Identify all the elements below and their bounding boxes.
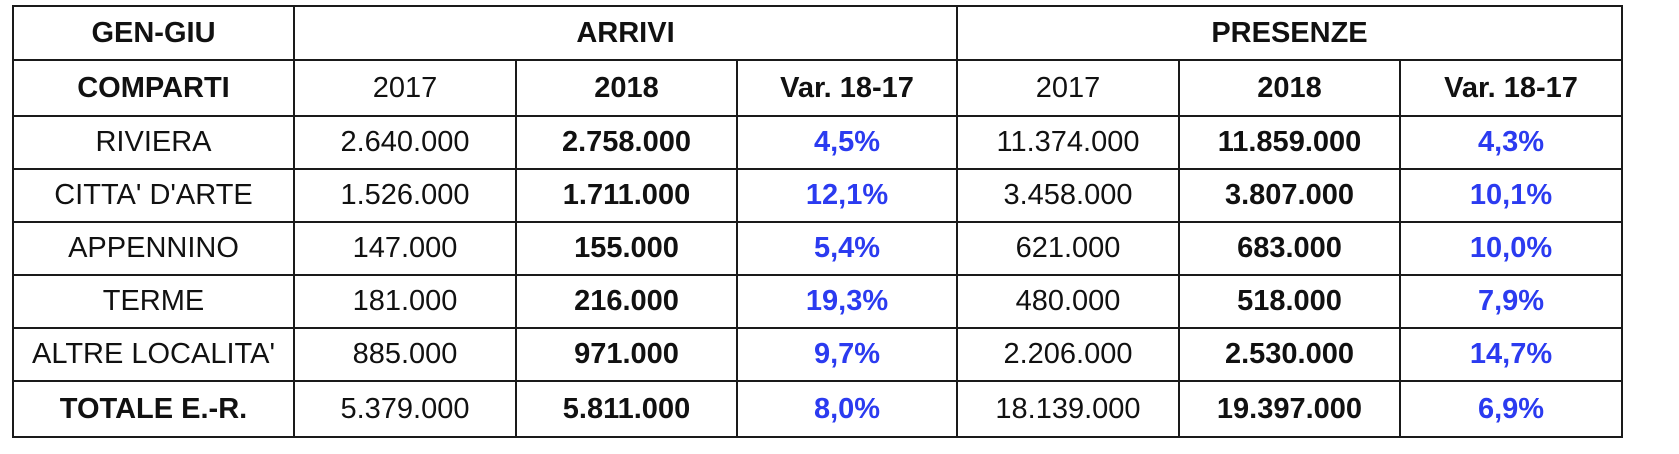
presenze-2017-cell: 18.139.000 (956, 380, 1180, 438)
presenze-2017-header: 2017 (956, 59, 1180, 117)
arrivi-2018-cell: 2.758.000 (515, 115, 738, 170)
table-row: RIVIERA 2.640.000 2.758.000 4,5% 11.374.… (12, 115, 1623, 170)
total-label: TOTALE E.-R. (12, 380, 295, 438)
comparto-label: CITTA' D'ARTE (12, 168, 295, 223)
arrivi-2017-cell: 147.000 (293, 221, 517, 276)
table-title: GEN-GIU (12, 5, 295, 61)
presenze-variation-cell: 4,3% (1399, 115, 1623, 170)
comparto-label: APPENNINO (12, 221, 295, 276)
arrivi-2018-cell: 971.000 (515, 327, 738, 382)
presenze-2017-cell: 2.206.000 (956, 327, 1180, 382)
arrivi-2017-cell: 1.526.000 (293, 168, 517, 223)
presenze-2018-header: 2018 (1178, 59, 1401, 117)
table-row: TERME 181.000 216.000 19,3% 480.000 518.… (12, 274, 1623, 329)
presenze-2018-cell: 11.859.000 (1178, 115, 1401, 170)
arrivi-variation-cell: 8,0% (736, 380, 958, 438)
presenze-2017-cell: 621.000 (956, 221, 1180, 276)
arrivi-2017-cell: 885.000 (293, 327, 517, 382)
comparto-label: TERME (12, 274, 295, 329)
presenze-2017-cell: 480.000 (956, 274, 1180, 329)
presenze-2018-cell: 518.000 (1178, 274, 1401, 329)
arrivi-2018-cell: 5.811.000 (515, 380, 738, 438)
presenze-2018-cell: 19.397.000 (1178, 380, 1401, 438)
arrivi-variation-cell: 4,5% (736, 115, 958, 170)
arrivi-variation-cell: 5,4% (736, 221, 958, 276)
presenze-variation-cell: 6,9% (1399, 380, 1623, 438)
presenze-variation-cell: 7,9% (1399, 274, 1623, 329)
arrivi-2017-header: 2017 (293, 59, 517, 117)
arrivi-variation-cell: 19,3% (736, 274, 958, 329)
arrivi-2018-header: 2018 (515, 59, 738, 117)
arrivi-2018-cell: 1.711.000 (515, 168, 738, 223)
presenze-variation-cell: 10,0% (1399, 221, 1623, 276)
total-row: TOTALE E.-R. 5.379.000 5.811.000 8,0% 18… (12, 380, 1623, 438)
comparto-label: RIVIERA (12, 115, 295, 170)
group-arrivi-header: ARRIVI (293, 5, 958, 61)
presenze-2018-cell: 2.530.000 (1178, 327, 1401, 382)
arrivi-2018-cell: 155.000 (515, 221, 738, 276)
group-header-row: GEN-GIU ARRIVI PRESENZE (12, 5, 1623, 61)
table-row: ALTRE LOCALITA' 885.000 971.000 9,7% 2.2… (12, 327, 1623, 382)
arrivi-variation-header: Var. 18-17 (736, 59, 958, 117)
arrivi-2017-cell: 5.379.000 (293, 380, 517, 438)
comparto-label: ALTRE LOCALITA' (12, 327, 295, 382)
arrivi-variation-cell: 9,7% (736, 327, 958, 382)
table-row: CITTA' D'ARTE 1.526.000 1.711.000 12,1% … (12, 168, 1623, 223)
group-presenze-header: PRESENZE (956, 5, 1623, 61)
presenze-2018-cell: 3.807.000 (1178, 168, 1401, 223)
presenze-2017-cell: 3.458.000 (956, 168, 1180, 223)
presenze-variation-cell: 10,1% (1399, 168, 1623, 223)
comparti-header: COMPARTI (12, 59, 295, 117)
column-header-row: COMPARTI 2017 2018 Var. 18-17 2017 2018 … (12, 59, 1623, 117)
arrivi-2018-cell: 216.000 (515, 274, 738, 329)
presenze-variation-header: Var. 18-17 (1399, 59, 1623, 117)
table-row: APPENNINO 147.000 155.000 5,4% 621.000 6… (12, 221, 1623, 276)
presenze-2017-cell: 11.374.000 (956, 115, 1180, 170)
tourism-stats-table: GEN-GIU ARRIVI PRESENZE COMPARTI 2017 20… (12, 5, 1623, 438)
arrivi-2017-cell: 2.640.000 (293, 115, 517, 170)
presenze-variation-cell: 14,7% (1399, 327, 1623, 382)
presenze-2018-cell: 683.000 (1178, 221, 1401, 276)
arrivi-variation-cell: 12,1% (736, 168, 958, 223)
arrivi-2017-cell: 181.000 (293, 274, 517, 329)
